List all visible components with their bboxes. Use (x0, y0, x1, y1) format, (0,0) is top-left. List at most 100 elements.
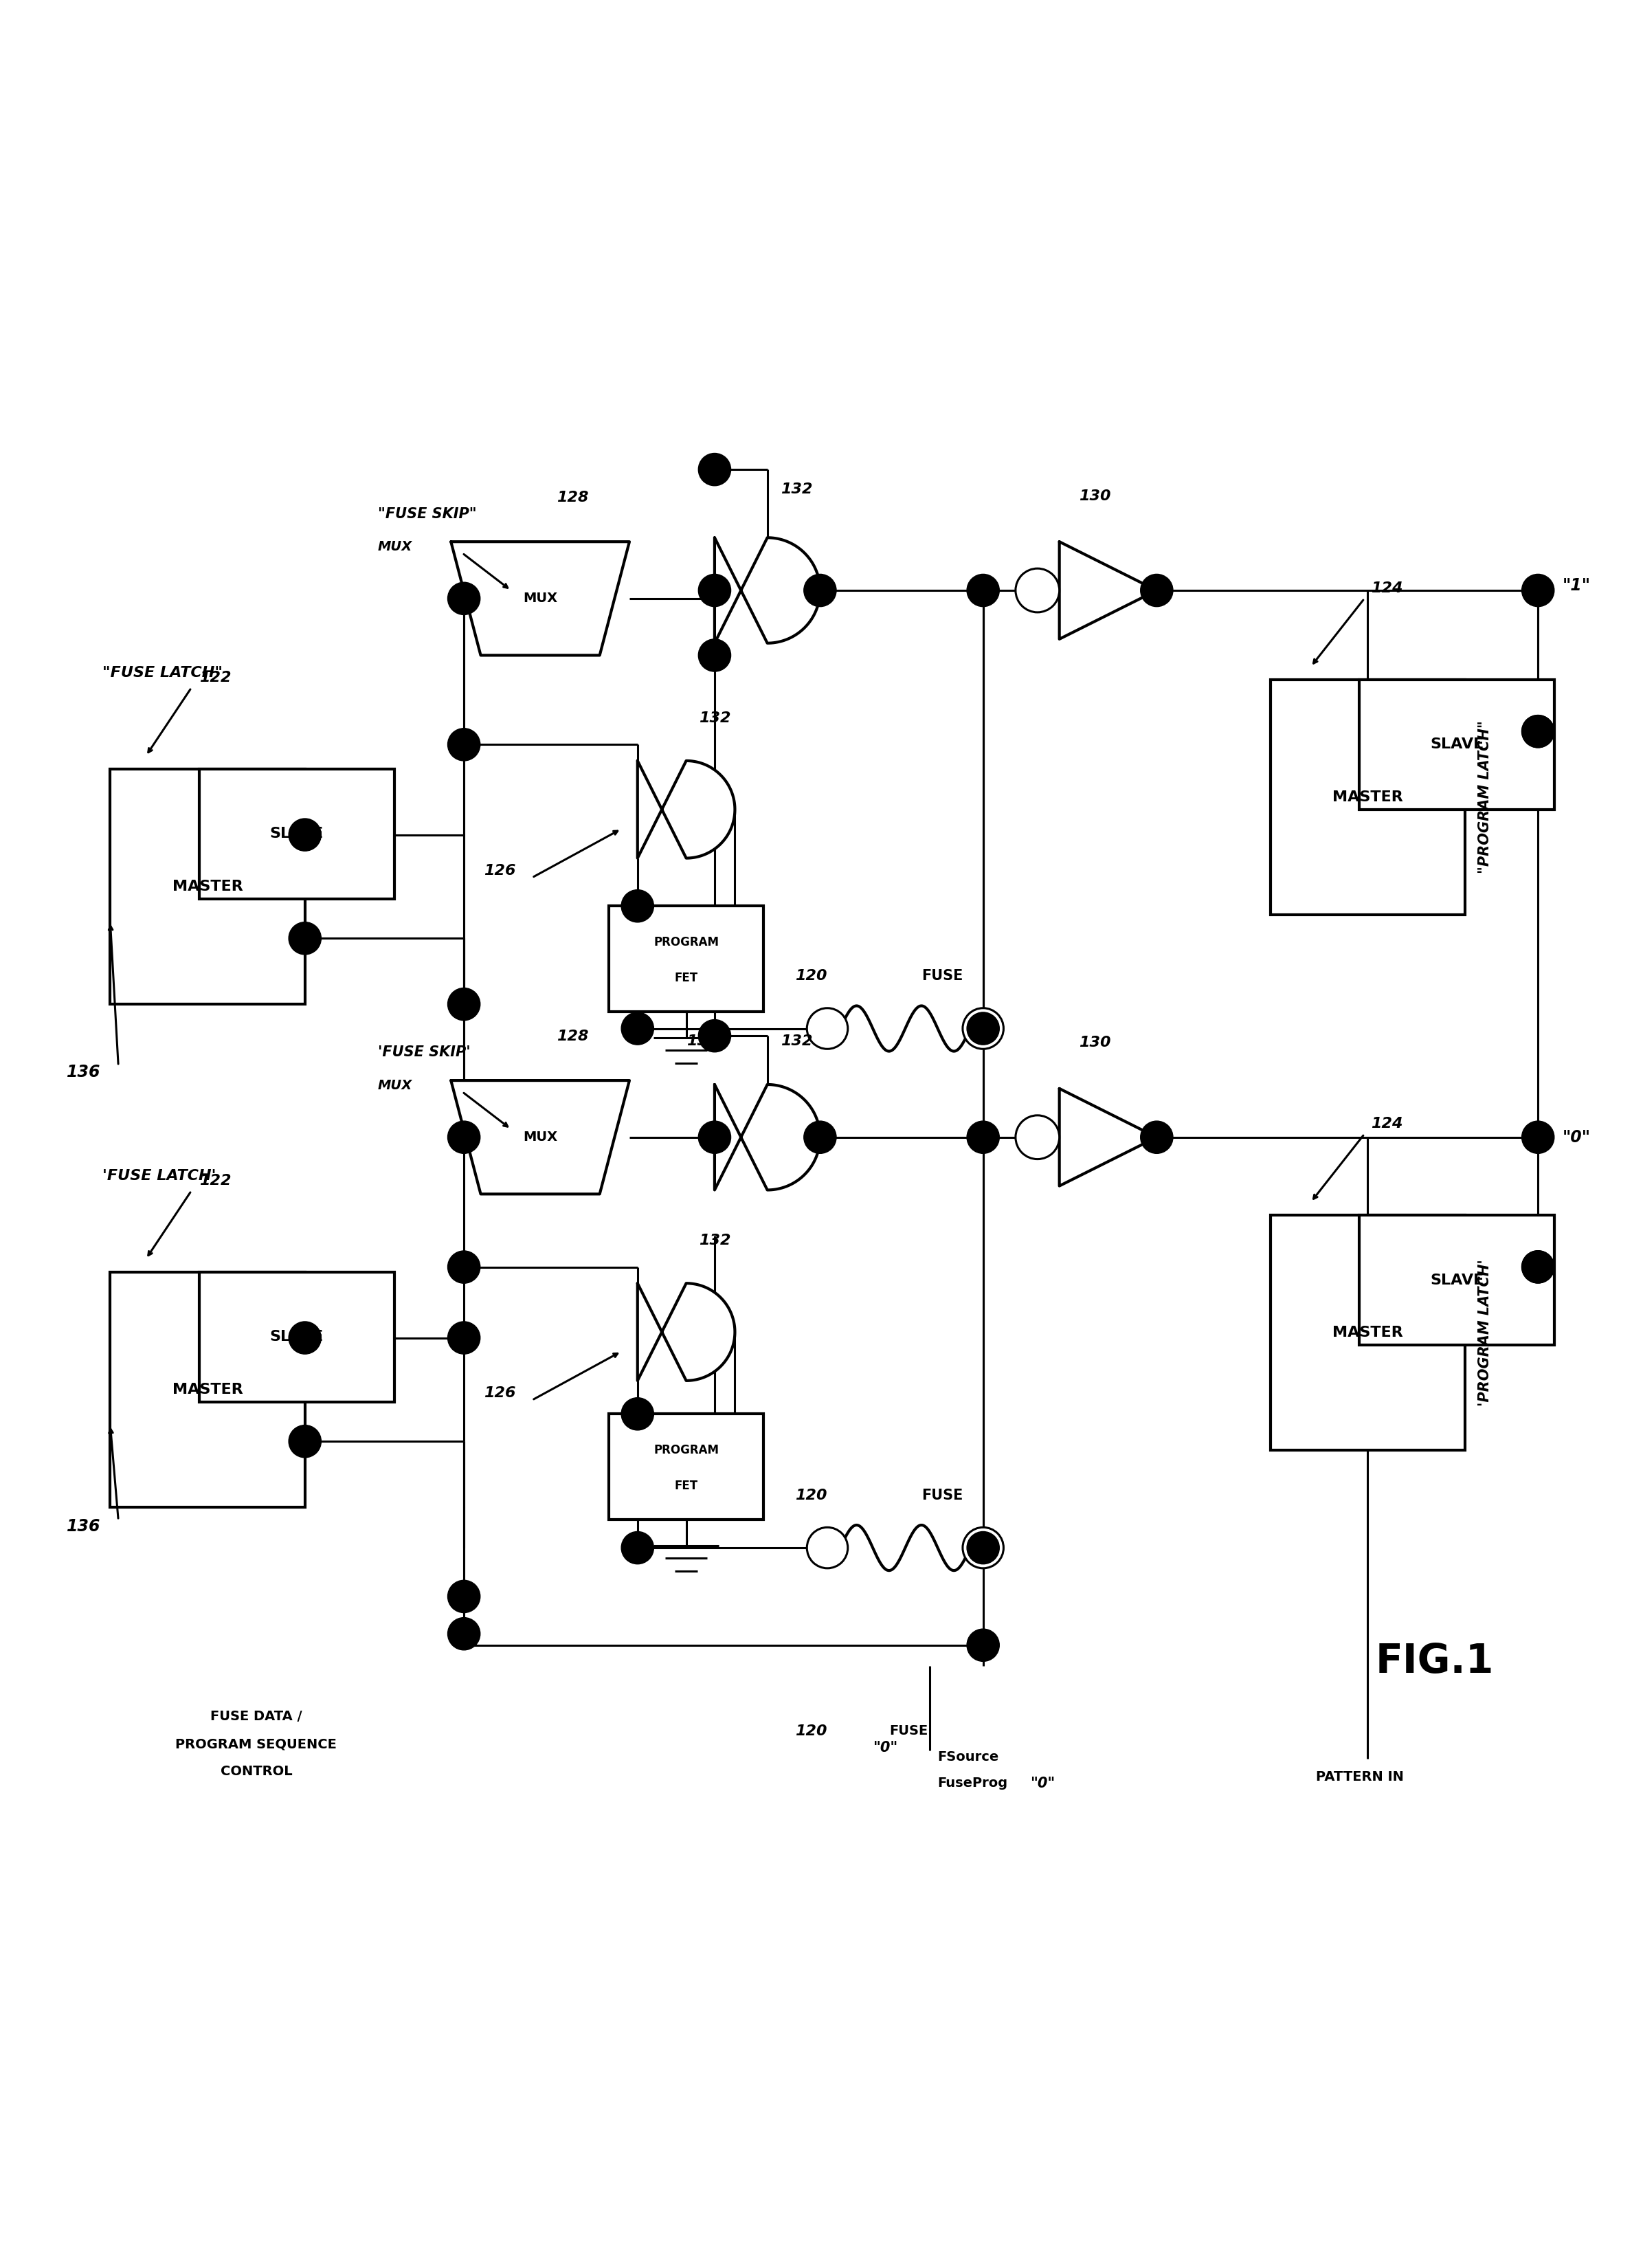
Text: "FUSE LATCH": "FUSE LATCH" (103, 667, 222, 680)
Text: 120: 120 (795, 1724, 827, 1737)
Circle shape (1141, 1120, 1173, 1154)
Circle shape (447, 1252, 480, 1284)
Text: FSource: FSource (938, 1751, 999, 1765)
Text: SLAVE: SLAVE (269, 828, 323, 841)
Circle shape (1521, 1250, 1554, 1284)
Circle shape (289, 1322, 322, 1354)
Text: SLAVE: SLAVE (1430, 737, 1483, 751)
Text: FuseProg: FuseProg (938, 1776, 1009, 1789)
Text: 126: 126 (485, 1386, 516, 1399)
Circle shape (806, 1526, 847, 1567)
Circle shape (966, 574, 999, 606)
Text: MUX: MUX (379, 1080, 413, 1091)
Text: 122: 122 (199, 671, 232, 685)
Text: PATTERN IN: PATTERN IN (1315, 1769, 1404, 1783)
Text: 126: 126 (485, 864, 516, 878)
Text: "FUSE SKIP": "FUSE SKIP" (379, 506, 477, 522)
Circle shape (447, 1322, 480, 1354)
Text: SLAVE: SLAVE (1430, 1272, 1483, 1286)
Text: MASTER: MASTER (1332, 1327, 1404, 1340)
Circle shape (966, 1120, 999, 1154)
Circle shape (966, 1628, 999, 1662)
Polygon shape (638, 1284, 734, 1381)
Circle shape (963, 1007, 1004, 1050)
Bar (111, 1272, 305, 1508)
Circle shape (1521, 714, 1554, 748)
Circle shape (289, 1424, 322, 1458)
Text: 'FUSE SKIP': 'FUSE SKIP' (379, 1046, 470, 1059)
Circle shape (805, 574, 836, 606)
Text: "0": "0" (1562, 1129, 1591, 1145)
Text: MASTER: MASTER (1332, 792, 1404, 805)
Text: 130: 130 (1079, 490, 1111, 503)
Text: 'PROGRAM LATCH': 'PROGRAM LATCH' (1479, 1259, 1492, 1406)
Circle shape (447, 989, 480, 1021)
Circle shape (698, 1021, 731, 1052)
Text: MUX: MUX (522, 592, 558, 606)
Circle shape (622, 1531, 654, 1565)
Circle shape (447, 1120, 480, 1154)
Text: CONTROL: CONTROL (220, 1765, 292, 1778)
Circle shape (963, 1526, 1004, 1567)
Text: PROGRAM: PROGRAM (653, 1445, 718, 1456)
Circle shape (289, 819, 322, 850)
Text: 'FUSE LATCH': 'FUSE LATCH' (103, 1168, 215, 1182)
Bar (1359, 680, 1554, 810)
Circle shape (966, 1531, 999, 1565)
Text: 136: 136 (67, 1064, 101, 1080)
Text: 132: 132 (698, 1234, 731, 1247)
Polygon shape (450, 1080, 630, 1193)
Bar (111, 769, 305, 1005)
Bar (1270, 1216, 1466, 1452)
Text: 130: 130 (1079, 1036, 1111, 1050)
Text: FUSE DATA /: FUSE DATA / (211, 1710, 302, 1724)
Text: PROGRAM: PROGRAM (653, 937, 718, 948)
Text: 132: 132 (698, 712, 731, 726)
Bar (609, 905, 764, 1012)
Text: 132: 132 (685, 1034, 718, 1048)
Circle shape (447, 1617, 480, 1651)
Polygon shape (1059, 542, 1157, 640)
Circle shape (289, 923, 322, 955)
Circle shape (1521, 714, 1554, 748)
Text: FUSE: FUSE (922, 1488, 963, 1501)
Text: FET: FET (674, 973, 698, 984)
Text: 122: 122 (199, 1175, 232, 1188)
Bar (199, 769, 395, 898)
Text: "PROGRAM LATCH": "PROGRAM LATCH" (1479, 721, 1492, 873)
Bar (1270, 680, 1466, 914)
Text: FUSE: FUSE (922, 968, 963, 982)
Text: SLAVE: SLAVE (269, 1329, 323, 1343)
Text: PROGRAM SEQUENCE: PROGRAM SEQUENCE (176, 1737, 336, 1751)
Circle shape (698, 640, 731, 671)
Text: MASTER: MASTER (173, 880, 243, 894)
Circle shape (622, 1012, 654, 1046)
Polygon shape (450, 542, 630, 655)
Circle shape (622, 1397, 654, 1431)
Bar (199, 1272, 395, 1402)
Polygon shape (715, 1084, 819, 1191)
Circle shape (1141, 574, 1173, 606)
Bar (1359, 1216, 1554, 1345)
Text: FUSE: FUSE (889, 1724, 927, 1737)
Circle shape (447, 1581, 480, 1613)
Text: 132: 132 (780, 483, 813, 497)
Circle shape (805, 1120, 836, 1154)
Circle shape (698, 574, 731, 606)
Text: "1": "1" (1562, 578, 1591, 594)
Circle shape (1521, 574, 1554, 606)
Text: 124: 124 (1371, 581, 1404, 594)
Text: MASTER: MASTER (173, 1383, 243, 1397)
Text: 120: 120 (795, 1488, 827, 1501)
Text: "0": "0" (873, 1742, 898, 1755)
Polygon shape (1059, 1089, 1157, 1186)
Circle shape (1521, 1120, 1554, 1154)
Circle shape (1015, 1116, 1059, 1159)
Circle shape (622, 889, 654, 923)
Text: FET: FET (674, 1481, 698, 1492)
Circle shape (1521, 1250, 1554, 1284)
Circle shape (1015, 569, 1059, 612)
Text: MUX: MUX (379, 540, 413, 553)
Circle shape (447, 728, 480, 760)
Circle shape (806, 1007, 847, 1050)
